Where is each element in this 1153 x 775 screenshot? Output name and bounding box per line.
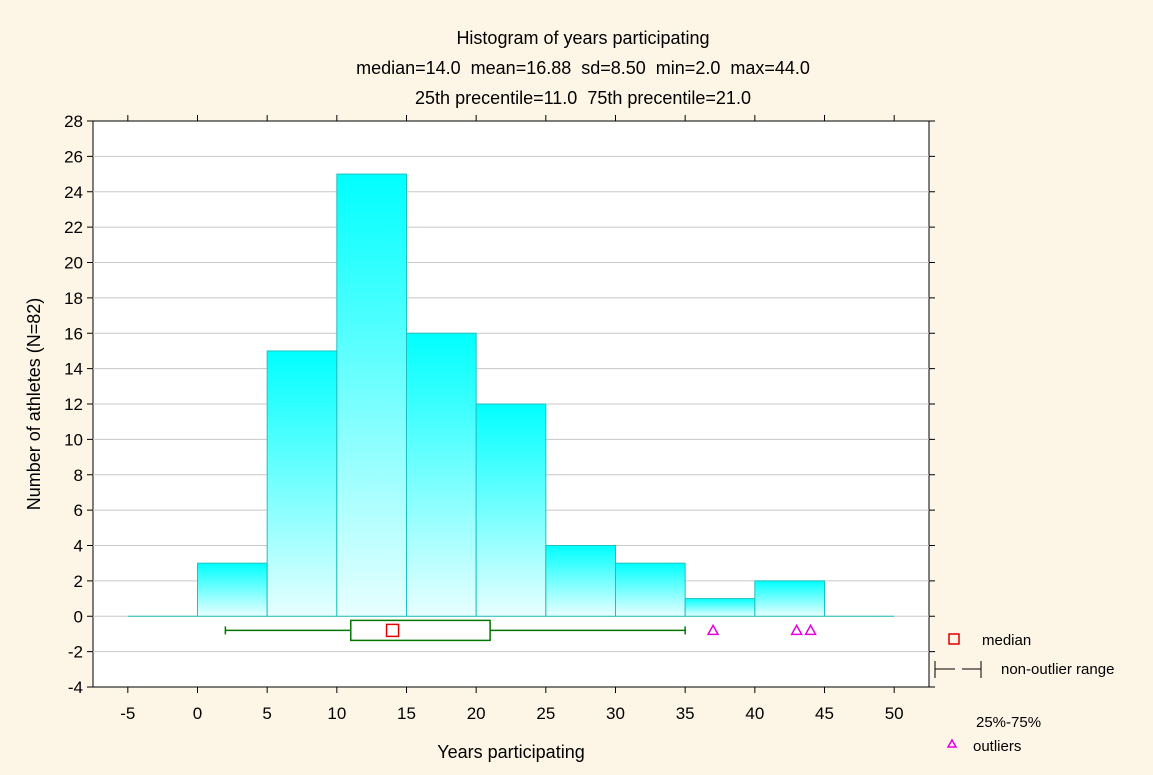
y-tick-label: 26 (64, 147, 83, 166)
grid-lines (93, 155, 929, 653)
chart-title: Histogram of years participating (456, 28, 709, 48)
x-tick-label: 30 (606, 704, 625, 723)
chart-subtitle-line-2: 25th precentile=11.0 75th precentile=21.… (415, 88, 751, 108)
y-tick-label: 14 (64, 360, 83, 379)
legend-box-label: 25%-75% (976, 714, 1041, 731)
outlier-marker (804, 623, 817, 636)
outlier-marker (706, 623, 720, 636)
y-tick-label: 18 (64, 289, 83, 308)
y-tick-label: 4 (74, 537, 83, 556)
y-tick-label: -2 (68, 643, 83, 662)
y-tick-label: 16 (64, 324, 83, 343)
y-tick-label: 8 (74, 466, 83, 485)
y-axis-label: Number of athletes (N=82) (24, 298, 44, 511)
median-marker (385, 623, 400, 638)
y-tick-label: 6 (74, 501, 83, 520)
boxplot (224, 619, 817, 642)
y-tick-label: 12 (64, 395, 83, 414)
legend-median-marker (948, 633, 960, 645)
x-tick-label: 45 (815, 704, 834, 723)
x-tick-label: 25 (536, 704, 555, 723)
x-tick-label: 50 (885, 704, 904, 723)
histogram-bar (615, 562, 686, 617)
histogram-bar (545, 545, 616, 617)
legend-range-marker (934, 661, 982, 678)
legend: median non-outlier range 25%-75% outlier… (934, 632, 1114, 755)
x-tick-label: 0 (193, 704, 202, 723)
legend-median-label: median (982, 632, 1031, 649)
y-tick-label: 10 (64, 430, 83, 449)
x-tick-label: 10 (327, 704, 346, 723)
y-tick-label: 0 (74, 607, 83, 626)
x-tick-label: -5 (120, 704, 135, 723)
y-tick-label: 2 (74, 572, 83, 591)
y-tick-label: 22 (64, 218, 83, 237)
legend-outlier-label: outliers (973, 738, 1021, 755)
legend-outlier-marker (946, 738, 958, 748)
histogram-bar (684, 598, 756, 617)
y-tick-label: 24 (64, 183, 83, 202)
x-tick-label: 40 (745, 704, 764, 723)
y-tick-label: -4 (68, 678, 83, 697)
legend-range-label: non-outlier range (1001, 661, 1114, 678)
x-tick-label: 35 (676, 704, 695, 723)
x-tick-label: 15 (397, 704, 416, 723)
x-tick-label: 20 (467, 704, 486, 723)
x-axis-label: Years participating (437, 742, 584, 762)
iqr-box (350, 619, 491, 642)
histogram-bar (754, 580, 825, 617)
y-tick-label: 28 (64, 112, 83, 131)
histogram-bar (475, 403, 547, 617)
histogram-bars (127, 173, 895, 617)
chart-subtitle-line-1: median=14.0 mean=16.88 sd=8.50 min=2.0 m… (356, 58, 810, 78)
y-tick-label: 20 (64, 254, 83, 273)
histogram-bar (197, 562, 268, 617)
outlier-marker (790, 623, 803, 636)
histogram-bar (336, 173, 408, 617)
x-tick-label: 5 (262, 704, 271, 723)
histogram-bar (266, 350, 338, 617)
histogram-bar (406, 332, 477, 617)
